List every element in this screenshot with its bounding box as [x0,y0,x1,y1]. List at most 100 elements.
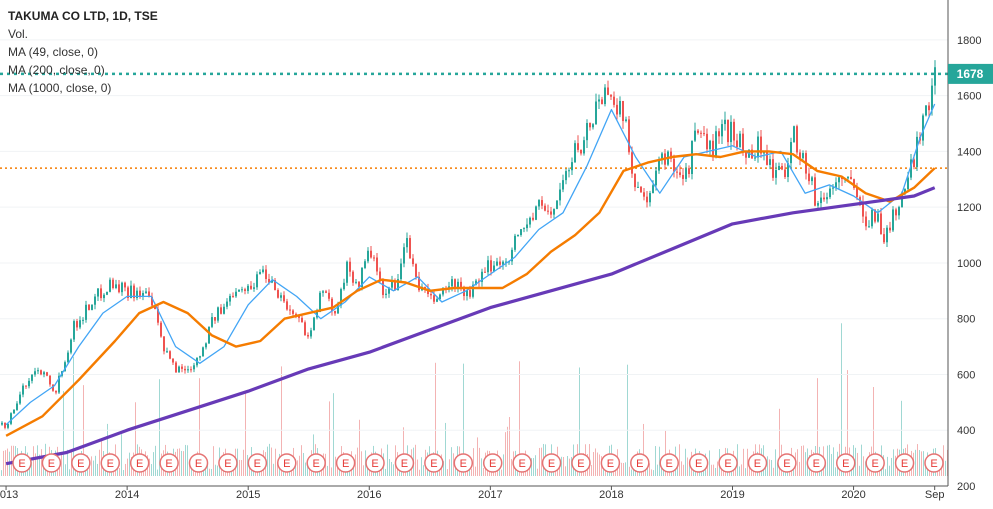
volume-bar [183,451,184,476]
earnings-marker[interactable] [306,453,326,473]
earnings-marker[interactable] [453,453,474,473]
study-ma-1000[interactable]: MA (1000, close, 0) [8,81,112,95]
candle-body [775,170,777,178]
volume-bar [685,448,686,476]
candle-body [850,176,852,180]
candle-body [244,289,246,291]
volume-bar [909,469,910,476]
price-tick-label: 1000 [957,258,981,270]
earnings-marker[interactable] [894,453,915,473]
candle-body [40,370,42,375]
volume-bar [463,363,464,476]
candle-body [907,177,909,190]
volume-bar [923,451,924,476]
earnings-marker[interactable] [277,453,297,473]
candle-body [133,285,135,299]
earnings-marker[interactable] [71,453,91,473]
candle-body [124,282,126,288]
price-axis[interactable]: 200 400 600 800 1000 1200 1400 1600 1800 [957,35,981,493]
volume-bar [447,469,448,476]
volume-bar [655,446,656,476]
earnings-marker[interactable] [865,453,885,473]
earnings-marker[interactable] [924,453,944,473]
candle-body [229,295,231,302]
earnings-marker-label: E [136,458,143,470]
volume-bar [859,465,860,476]
candle-body [277,290,279,298]
earnings-marker[interactable] [12,453,32,473]
earnings-marker[interactable] [718,453,738,473]
volume-bar [797,449,798,476]
candle-body [514,235,516,250]
study-ma-200[interactable]: MA (200, close, 0) [8,63,105,77]
volume-bar [561,456,562,476]
earnings-marker[interactable] [835,453,856,473]
volume-bar [307,463,308,476]
earnings-marker[interactable] [188,453,209,473]
earnings-marker[interactable] [571,453,591,473]
candle-body [730,121,732,143]
candle-body [718,131,720,137]
earnings-marker[interactable] [600,453,621,473]
candle-body [490,260,492,272]
earnings-marker[interactable] [335,453,356,473]
volume-bar [353,465,354,476]
volume-bar [477,437,478,476]
volume-bar [309,466,310,476]
volume-bar [745,468,746,476]
study-ma-49[interactable]: MA (49, close, 0) [8,45,99,59]
earnings-marker[interactable] [424,453,444,473]
volume-bar [925,464,926,476]
candle-body [379,271,381,281]
candle-body [706,133,708,150]
candle-body [865,216,867,227]
volume-bar [267,446,268,476]
earnings-marker[interactable] [247,453,268,473]
candle-body [190,369,192,371]
earnings-marker[interactable] [41,453,62,473]
earnings-marker[interactable] [688,453,709,473]
volume-bar [847,370,848,476]
price-tick-label: 1600 [957,91,981,103]
earnings-marker-label: E [666,458,673,470]
volume-bar [625,462,626,476]
earnings-marker[interactable] [659,453,679,473]
volume-bar [893,449,894,476]
volume-bar [451,447,452,476]
volume-bar [891,457,892,476]
candle-body [763,152,765,154]
volume-bar [633,469,634,476]
volume-bar [97,463,98,476]
volume-bar [939,469,940,476]
earnings-marker[interactable] [129,453,150,473]
candle-body [247,285,249,291]
volume-bar [399,468,400,476]
time-tick-label: 2014 [115,489,139,501]
earnings-marker[interactable] [394,453,415,473]
earnings-marker[interactable] [365,453,385,473]
time-axis[interactable]: 2013 2014 2015 2016 2017 2018 2019 2020 Sep [0,486,944,501]
volume-bar [689,464,690,476]
earnings-marker[interactable] [630,453,650,473]
earnings-marker[interactable] [482,453,503,473]
volume-bar [703,469,704,476]
candle-body [424,286,426,289]
candle-body [505,261,507,263]
earnings-marker-label: E [254,458,261,470]
candle-body [442,288,444,295]
study-volume[interactable]: Vol. [8,27,29,41]
earnings-marker[interactable] [777,453,797,473]
earnings-marker[interactable] [159,453,179,473]
candle-body [412,258,414,265]
earnings-marker[interactable] [806,453,827,473]
earnings-marker[interactable] [541,453,562,473]
earnings-marker[interactable] [512,453,532,473]
earnings-marker[interactable] [747,453,768,473]
volume-bar [37,445,38,476]
earnings-marker[interactable] [100,453,121,473]
candle-body [355,281,357,283]
earnings-marker[interactable] [218,453,238,473]
volume-bar [61,453,62,476]
